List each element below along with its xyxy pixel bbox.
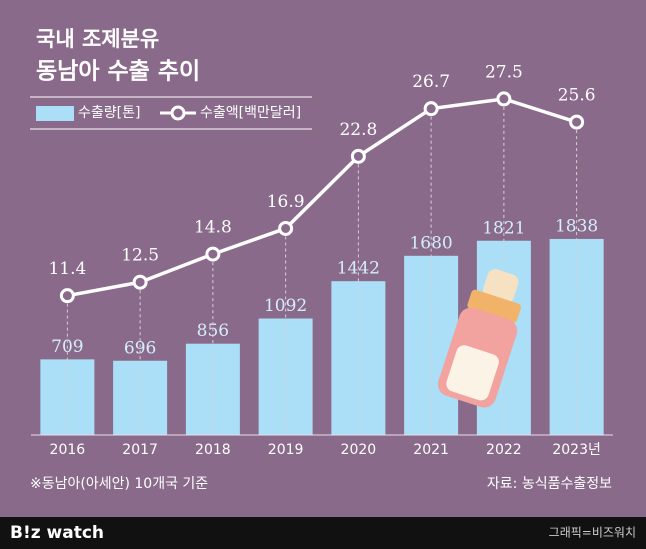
bottle-milk: [446, 345, 499, 401]
x-tick-label: 2020: [341, 442, 377, 458]
bar-value-label: 1092: [264, 296, 307, 316]
line-layer: 11.4 12.5 14.8 16.9 22.8 26.7 27.5 25.6 2016 2017…: [48, 62, 600, 458]
line-value-label: 27.5: [485, 62, 523, 82]
chart-title: 국내 조제분유: [36, 27, 159, 51]
line-marker: [205, 246, 221, 262]
credit: 그래픽=비즈워치: [549, 526, 636, 540]
line-marker: [496, 91, 512, 107]
legend-label: 수출량[톤]: [78, 105, 140, 121]
chart-subtitle: 동남아 수출 추이: [36, 59, 200, 85]
x-tick-label: 2022: [486, 442, 522, 458]
source: 자료: 농식품수출정보: [487, 476, 612, 492]
bar-value-label: 856: [197, 321, 229, 341]
legend-swatch: [170, 105, 186, 121]
line-value-label: 11.4: [48, 259, 86, 279]
line-marker: [59, 288, 75, 304]
connectors: [66, 106, 578, 435]
x-tick-label: 2019: [268, 442, 304, 458]
x-tick-label: 2018: [195, 442, 231, 458]
line-value-label: 16.9: [267, 192, 305, 212]
x-tick-label: 2016: [50, 442, 86, 458]
line-value-label: 14.8: [194, 218, 232, 238]
bottle: [437, 269, 521, 408]
background: [0, 0, 646, 517]
line: [67, 97, 578, 298]
legend-label: 수출액[백만달러]: [200, 105, 301, 121]
line-marker: [278, 220, 294, 236]
x-tick-label: 2021: [413, 442, 449, 458]
note: ※동남아(아세안) 10개국 기준: [30, 476, 208, 492]
line-marker: [423, 101, 439, 117]
bottle-nipple: [482, 269, 519, 304]
line-marker: [569, 114, 585, 130]
x-tick-label: 2023년: [552, 442, 601, 458]
line-value-label: 12.5: [121, 246, 159, 266]
line-marker: [132, 274, 148, 290]
legend: 수출량[톤] 수출액[백만달러]: [30, 96, 312, 130]
line-value-label: 22.8: [339, 120, 377, 140]
bar-value-label: 696: [124, 338, 156, 358]
line-value-label: 26.7: [412, 72, 450, 92]
logo: B!z watch: [10, 523, 104, 543]
footer-bar: [0, 517, 646, 549]
bottle-cap: [467, 289, 521, 323]
line-marker: [350, 148, 366, 164]
x-tick-label: 2017: [122, 442, 158, 458]
line-value-label: 25.6: [558, 86, 596, 106]
legend-swatch: [36, 106, 74, 121]
